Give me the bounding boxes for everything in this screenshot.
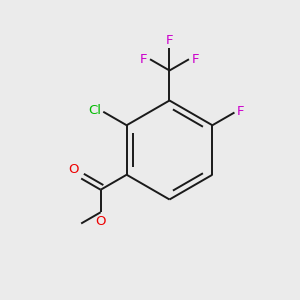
Text: F: F [191,53,199,66]
Text: F: F [166,34,173,46]
Text: F: F [237,105,244,118]
Text: O: O [68,163,79,176]
Text: O: O [95,215,106,228]
Text: Cl: Cl [89,104,102,117]
Text: F: F [140,53,148,66]
